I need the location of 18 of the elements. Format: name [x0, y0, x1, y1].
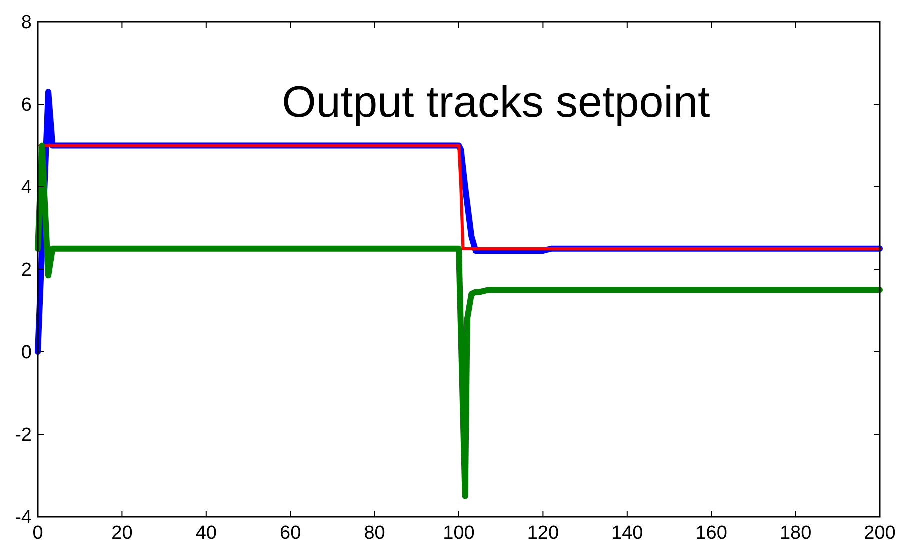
y-tick-label: -4 — [15, 508, 32, 529]
x-tick-label: 60 — [280, 523, 302, 544]
x-tick-label: 140 — [612, 523, 644, 544]
y-tick-label: 8 — [21, 12, 32, 34]
y-tick-label: 6 — [21, 95, 32, 116]
x-tick-label: 160 — [696, 523, 728, 544]
x-tick-label: 200 — [864, 523, 896, 544]
x-tick-label: 80 — [364, 523, 386, 544]
x-tick-label: 120 — [527, 523, 560, 544]
x-tick-label: 20 — [112, 523, 133, 544]
y-tick-label: 0 — [21, 342, 32, 364]
annotation: Output tracks setpoint — [282, 78, 710, 127]
x-tick-label: 40 — [196, 523, 217, 544]
y-tick-label: 2 — [21, 260, 32, 282]
x-tick-label: 180 — [780, 523, 812, 544]
y-tick-label: -2 — [15, 425, 32, 446]
y-tick-label: 4 — [21, 178, 32, 199]
x-tick-label: 100 — [443, 523, 475, 544]
